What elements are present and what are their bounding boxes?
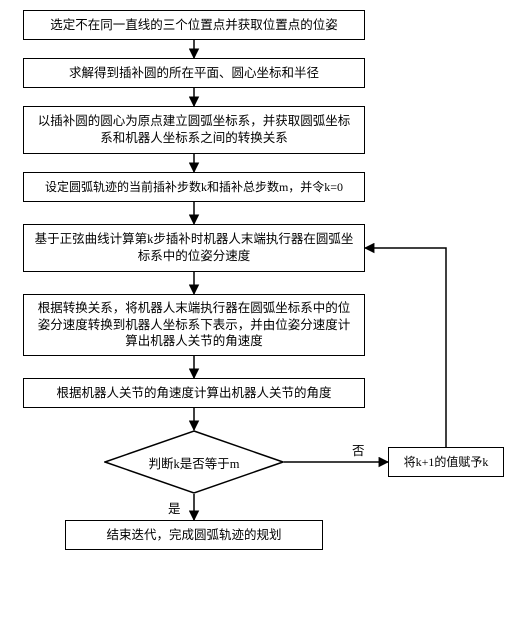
- node-text: 选定不在同一直线的三个位置点并获取位置点的位姿: [50, 17, 338, 34]
- edge-label-no: 否: [352, 440, 365, 459]
- node-text: 根据机器人关节的角速度计算出机器人关节的角度: [56, 385, 331, 402]
- node-text: 将k+1的值赋予k: [404, 454, 489, 470]
- loop-update-node: 将k+1的值赋予k: [388, 447, 504, 477]
- node-text: 基于正弦曲线计算第k步插补时机器人末端执行器在圆弧坐标系中的位姿分速度: [32, 231, 356, 265]
- node-text: 根据转换关系，将机器人末端执行器在圆弧坐标系中的位姿分速度转换到机器人坐标系下表…: [32, 300, 356, 351]
- terminal-node: 结束迭代，完成圆弧轨迹的规划: [65, 520, 323, 550]
- node-text: 结束迭代，完成圆弧轨迹的规划: [106, 527, 281, 544]
- edge-label-yes: 是: [168, 498, 181, 517]
- node-text: 设定圆弧轨迹的当前插补步数k和插补总步数m，并令k=0: [45, 179, 343, 195]
- decision-node: 判断k是否等于m: [104, 430, 284, 494]
- process-node-2: 求解得到插补圆的所在平面、圆心坐标和半径: [23, 58, 365, 88]
- process-node-6: 根据转换关系，将机器人末端执行器在圆弧坐标系中的位姿分速度转换到机器人坐标系下表…: [23, 294, 365, 356]
- flowchart-canvas: 选定不在同一直线的三个位置点并获取位置点的位姿 求解得到插补圆的所在平面、圆心坐…: [0, 0, 516, 621]
- process-node-4: 设定圆弧轨迹的当前插补步数k和插补总步数m，并令k=0: [23, 172, 365, 202]
- decision-text: 判断k是否等于m: [149, 453, 240, 472]
- node-text: 以插补圆的圆心为原点建立圆弧坐标系，并获取圆弧坐标系和机器人坐标系之间的转换关系: [32, 113, 356, 147]
- process-node-3: 以插补圆的圆心为原点建立圆弧坐标系，并获取圆弧坐标系和机器人坐标系之间的转换关系: [23, 106, 365, 154]
- process-node-1: 选定不在同一直线的三个位置点并获取位置点的位姿: [23, 10, 365, 40]
- process-node-7: 根据机器人关节的角速度计算出机器人关节的角度: [23, 378, 365, 408]
- node-text: 求解得到插补圆的所在平面、圆心坐标和半径: [69, 65, 319, 82]
- process-node-5: 基于正弦曲线计算第k步插补时机器人末端执行器在圆弧坐标系中的位姿分速度: [23, 224, 365, 272]
